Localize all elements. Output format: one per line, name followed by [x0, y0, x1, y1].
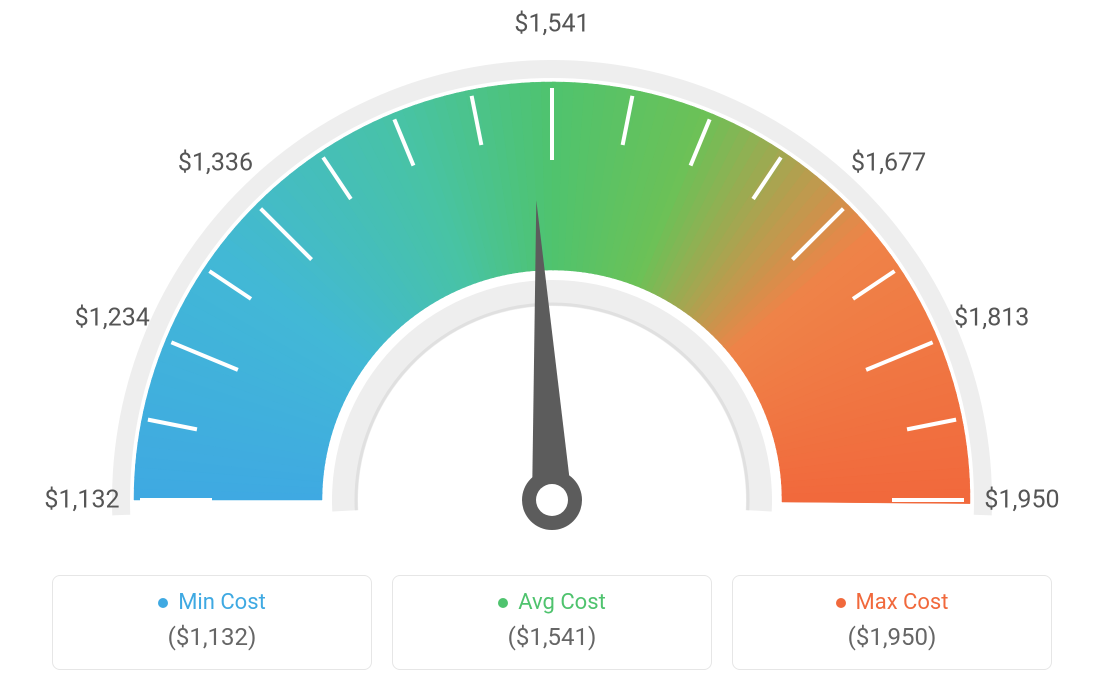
legend-dot-icon [498, 598, 508, 608]
legend-title-min: Min Cost [158, 590, 266, 615]
legend-value-avg: ($1,541) [393, 623, 711, 651]
gauge-svg [0, 0, 1104, 560]
gauge-tick-label: $1,677 [851, 149, 926, 178]
legend-title-max: Max Cost [836, 590, 949, 615]
legend-row: Min Cost ($1,132) Avg Cost ($1,541) Max Cost… [0, 575, 1104, 670]
legend-title-text: Min Cost [178, 590, 266, 615]
gauge-hub-inner [536, 484, 568, 516]
cost-gauge-chart: $1,132 $1,234 $1,336 $1,541 $1,677 $1,813 $1,9… [0, 0, 1104, 560]
legend-card-min: Min Cost ($1,132) [52, 575, 372, 670]
legend-title-text: Max Cost [856, 590, 949, 615]
gauge-tick-label: $1,813 [954, 303, 1029, 332]
gauge-tick-label: $1,132 [44, 486, 119, 515]
gauge-tick-label: $1,234 [75, 303, 150, 332]
legend-title-text: Avg Cost [518, 590, 606, 615]
gauge-tick-label: $1,336 [178, 149, 253, 178]
legend-dot-icon [158, 598, 168, 608]
gauge-tick-label: $1,541 [514, 10, 589, 39]
legend-title-avg: Avg Cost [498, 590, 606, 615]
legend-card-max: Max Cost ($1,950) [732, 575, 1052, 670]
gauge-tick-label: $1,950 [984, 486, 1059, 515]
legend-card-avg: Avg Cost ($1,541) [392, 575, 712, 670]
legend-value-min: ($1,132) [53, 623, 371, 651]
legend-value-max: ($1,950) [733, 623, 1051, 651]
legend-dot-icon [836, 598, 846, 608]
